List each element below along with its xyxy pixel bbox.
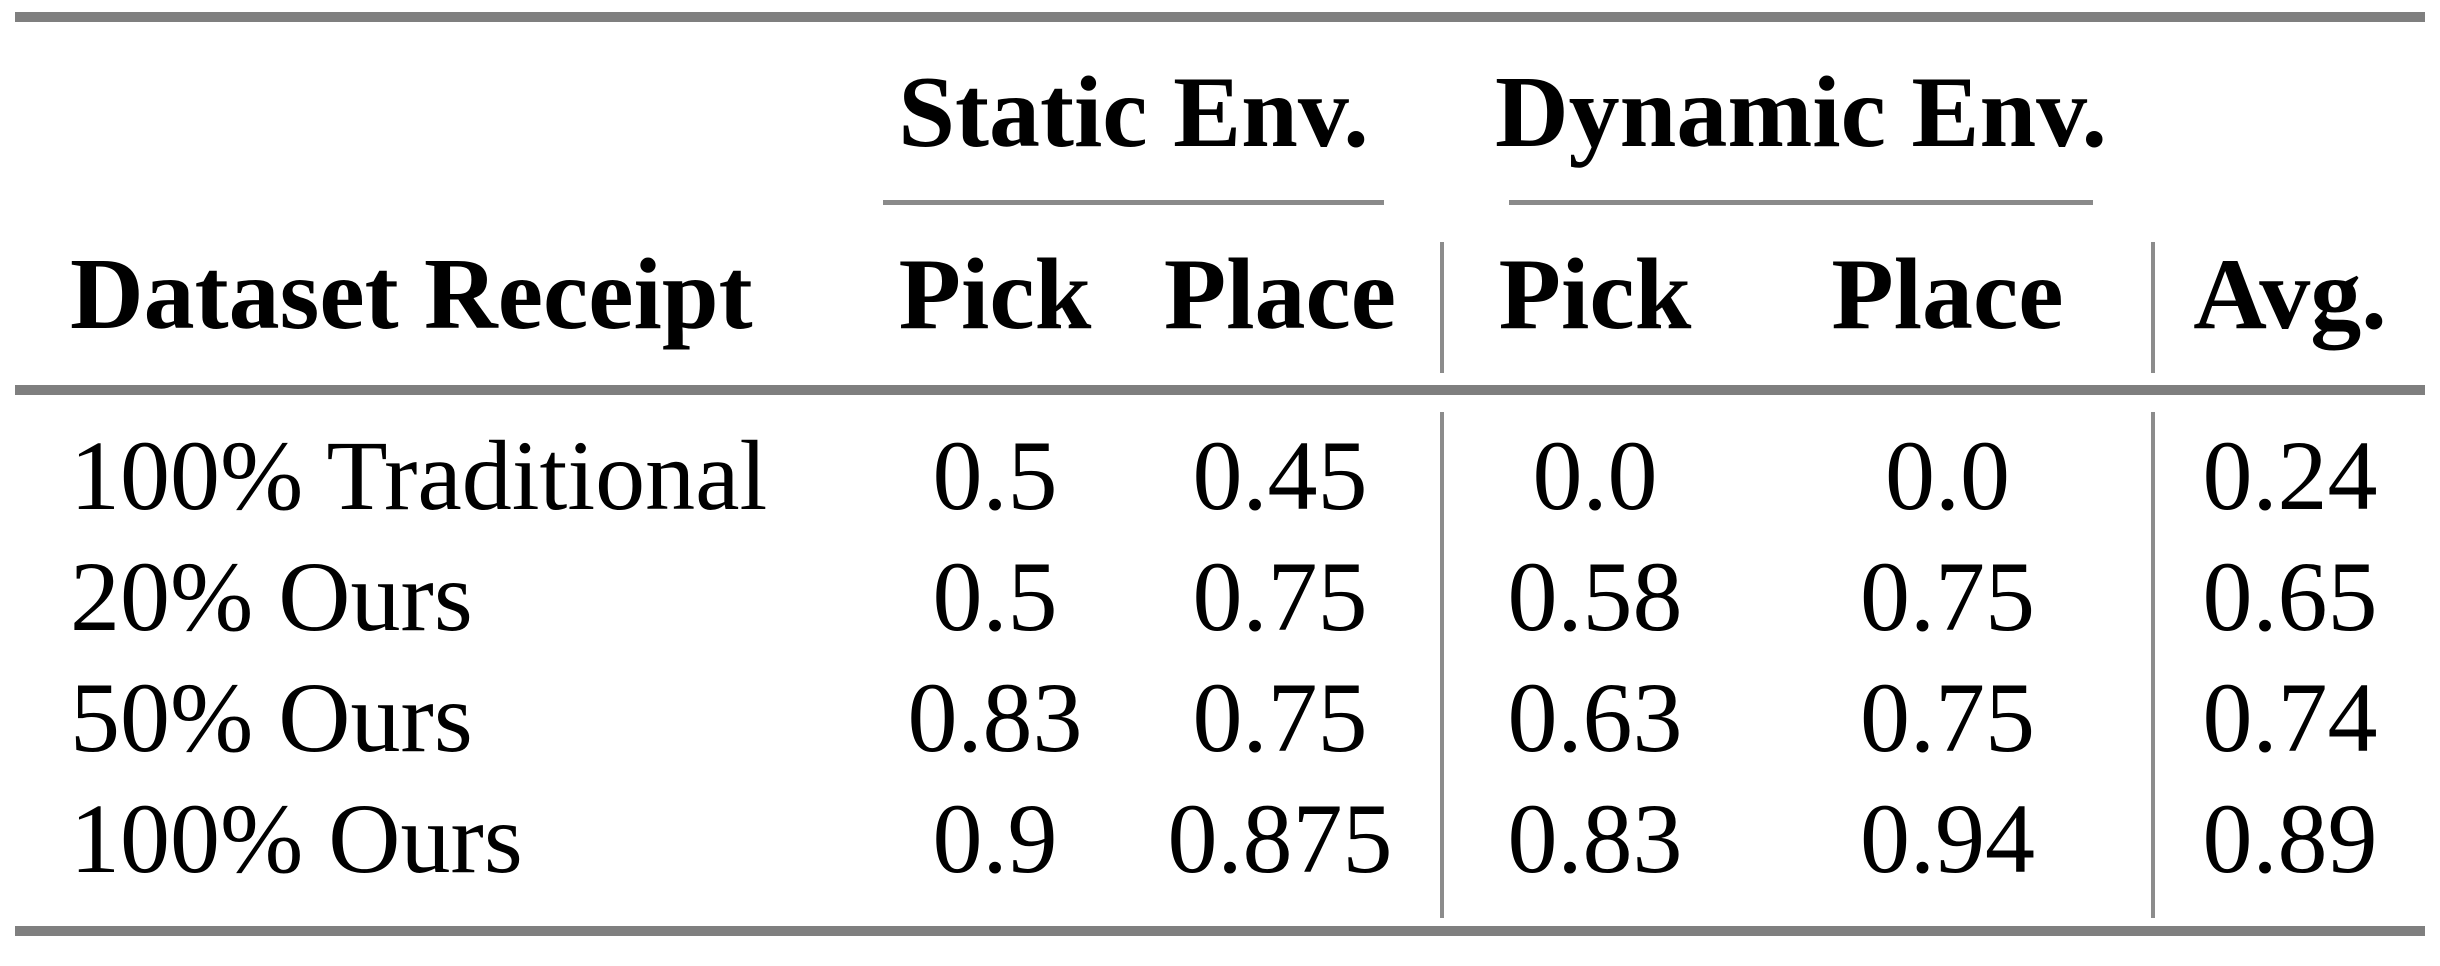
cell-static-pick: 0.9 [932,782,1058,894]
cell-dynamic-pick: 0.63 [1507,661,1683,773]
header-row: Dataset Receipt Pick Place Pick Place Av… [15,235,2425,355]
group-header-static-env: Static Env. [898,56,1369,169]
cell-avg: 0.89 [2202,782,2378,894]
column-header-avg: Avg. [2193,238,2387,351]
cell-static-place: 0.75 [1192,661,1368,773]
cell-static-place: 0.875 [1167,782,1393,894]
cell-dynamic-pick: 0.83 [1507,782,1683,894]
table-bottom-rule [15,926,2425,936]
cell-avg: 0.74 [2202,661,2378,773]
column-separator-2-lower [2151,412,2155,918]
dynamic-env-underline [1509,200,2093,205]
column-separator-1-upper [1440,242,1444,373]
table-body: 100% Traditional 0.5 0.45 0.0 0.0 0.24 2… [15,415,2425,899]
cell-dynamic-pick: 0.0 [1532,419,1658,531]
static-env-underline [883,200,1384,205]
column-separator-1-lower [1440,412,1444,918]
table-mid-rule [15,385,2425,395]
cell-avg: 0.65 [2202,540,2378,652]
cell-static-pick: 0.5 [932,540,1058,652]
cell-static-pick: 0.83 [907,661,1083,773]
column-header-dynamic-place: Place [1831,238,2064,351]
row-label: 50% Ours [70,661,473,773]
group-header-dynamic-env: Dynamic Env. [1494,56,2108,169]
cell-dynamic-place: 0.75 [1860,661,2035,773]
cell-avg: 0.24 [2202,419,2378,531]
table-top-rule [15,12,2425,22]
cell-dynamic-place: 0.0 [1885,419,2010,531]
column-header-dataset-receipt: Dataset Receipt [70,238,753,351]
column-header-dynamic-pick: Pick [1498,238,1692,351]
row-label: 20% Ours [70,540,473,652]
cell-static-place: 0.75 [1192,540,1368,652]
cell-dynamic-pick: 0.58 [1507,540,1683,652]
column-header-static-pick: Pick [898,238,1092,351]
cell-dynamic-place: 0.75 [1860,540,2035,652]
column-header-static-place: Place [1163,238,1397,351]
cell-static-place: 0.45 [1192,419,1368,531]
row-label: 100% Traditional [70,419,768,531]
cell-dynamic-place: 0.94 [1860,782,2035,894]
row-label: 100% Ours [70,782,523,894]
cell-static-pick: 0.5 [932,419,1058,531]
column-separator-2-upper [2151,242,2155,373]
